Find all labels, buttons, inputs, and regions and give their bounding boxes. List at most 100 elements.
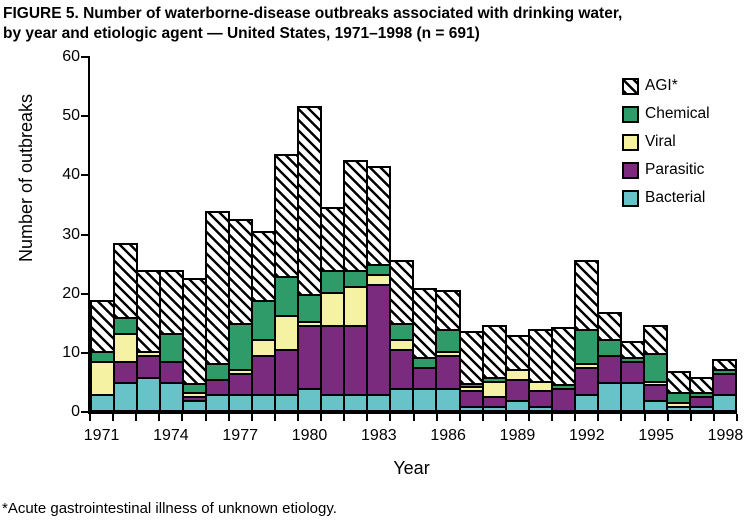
bar-segment-1984-parasitic [389, 348, 415, 391]
x-tick-label-1992: 1992 [569, 427, 605, 444]
bar-1995 [642, 57, 668, 412]
bar-segment-1977-chemical [228, 323, 254, 371]
bar-segment-1978-agi [251, 230, 277, 302]
legend-swatch-icon [622, 105, 639, 123]
bar-segment-1976-agi [205, 210, 231, 365]
bar-segment-1976-bacterial [205, 394, 231, 412]
x-tick [320, 414, 323, 421]
bar-segment-1996-bacterial [665, 406, 691, 412]
y-tick-label: 30 [62, 225, 80, 243]
bar-segment-1993-parasitic [596, 354, 622, 385]
bar-segment-1980-chemical [297, 293, 323, 324]
y-tick [81, 292, 90, 295]
bar-segment-1995-bacterial [642, 400, 668, 412]
bar-segment-1993-bacterial [596, 382, 622, 412]
bar-segment-1998-bacterial [711, 394, 737, 412]
x-tick-label-1995: 1995 [638, 427, 674, 444]
x-tick [227, 414, 230, 421]
bar-1987 [458, 57, 484, 412]
x-tick [712, 414, 715, 421]
bar-1976 [205, 57, 231, 412]
y-tick-label: 60 [62, 48, 80, 65]
bar-segment-1984-agi [389, 260, 415, 326]
x-tick [528, 414, 531, 421]
bar-1998 [711, 57, 737, 412]
y-tick [81, 174, 90, 177]
bar-segment-1986-chemical [435, 329, 461, 353]
bar-segment-1994-bacterial [619, 382, 645, 412]
bar-1988 [481, 57, 507, 412]
x-tick [135, 414, 138, 421]
bar-segment-1987-agi [458, 331, 484, 385]
y-tick [81, 115, 90, 118]
bar-segment-1984-bacterial [389, 388, 415, 412]
bar-segment-1983-agi [366, 165, 392, 267]
x-tick [366, 414, 369, 421]
bar-1989 [504, 57, 530, 412]
bar-segment-1979-agi [274, 153, 300, 279]
bar-segment-1981-bacterial [320, 394, 346, 412]
bar-segment-1972-viral [113, 333, 139, 363]
figure-title-line2: by year and etiologic agent — United Sta… [3, 25, 480, 42]
bar-1975 [182, 57, 208, 412]
x-tick [481, 414, 484, 421]
x-tick [181, 414, 184, 421]
bar-segment-1986-bacterial [435, 388, 461, 412]
x-tick [112, 414, 115, 421]
bar-segment-1982-bacterial [343, 394, 369, 412]
bar-segment-1995-agi [642, 325, 668, 355]
x-tick-label-1998: 1998 [707, 427, 744, 444]
bar-segment-1975-bacterial [182, 400, 208, 412]
bar-segment-1992-parasitic [573, 366, 599, 397]
x-tick-label-1989: 1989 [499, 427, 536, 444]
bar-segment-1977-agi [228, 218, 254, 326]
bar-segment-1988-agi [481, 325, 507, 379]
bar-segment-1998-parasitic [711, 372, 737, 397]
bar-segment-1971-viral [90, 360, 116, 397]
bar-segment-1979-viral [274, 315, 300, 351]
legend-label: Chemical [645, 105, 710, 122]
x-tick-label-1983: 1983 [361, 427, 397, 444]
bar-1985 [412, 57, 438, 412]
bar-1972 [113, 57, 139, 412]
y-tick-label: 0 [71, 403, 80, 420]
bar-segment-1980-parasitic [297, 325, 323, 391]
bar-1973 [136, 57, 162, 412]
bar-1981 [320, 57, 346, 412]
y-tick-label: 50 [62, 107, 80, 125]
legend-swatch-icon [622, 77, 639, 95]
bar-segment-1997-bacterial [688, 406, 714, 412]
x-tick [435, 414, 438, 421]
x-tick [736, 414, 738, 421]
bar-1977 [228, 57, 254, 412]
bar-segment-1972-parasitic [113, 360, 139, 385]
bar-segment-1973-parasitic [136, 354, 162, 379]
bar-1992 [573, 57, 599, 412]
bar-segment-1992-bacterial [573, 394, 599, 412]
legend-item-viral: Viral [622, 128, 710, 156]
bar-segment-1989-parasitic [504, 378, 530, 403]
bar-1990 [527, 57, 553, 412]
legend-label: AGI* [645, 77, 678, 94]
bar-segment-1983-parasitic [366, 283, 392, 397]
x-tick [389, 414, 392, 421]
bar-segment-1974-parasitic [159, 360, 185, 385]
legend-item-agi: AGI* [622, 72, 710, 100]
bar-segment-1985-agi [412, 287, 438, 359]
bar-segment-1982-parasitic [343, 325, 369, 397]
y-tick [81, 351, 90, 354]
bar-segment-1991-parasitic [550, 388, 576, 412]
y-tick [81, 56, 90, 58]
bar-segment-1978-chemical [251, 299, 277, 342]
bar-segment-1996-agi [665, 370, 691, 395]
x-tick [89, 414, 91, 421]
bar-segment-1981-parasitic [320, 325, 346, 397]
bar-segment-1988-bacterial [481, 406, 507, 412]
bar-1984 [389, 57, 415, 412]
y-tick [81, 233, 90, 236]
bar-segment-1981-viral [320, 291, 346, 328]
x-tick [204, 414, 207, 421]
plot-area: 0 10 20 30 40 50 60 1971 1974 1977 1980 1983 1986 198… [62, 48, 743, 444]
x-tick [597, 414, 600, 421]
bar-segment-1974-agi [159, 270, 185, 336]
